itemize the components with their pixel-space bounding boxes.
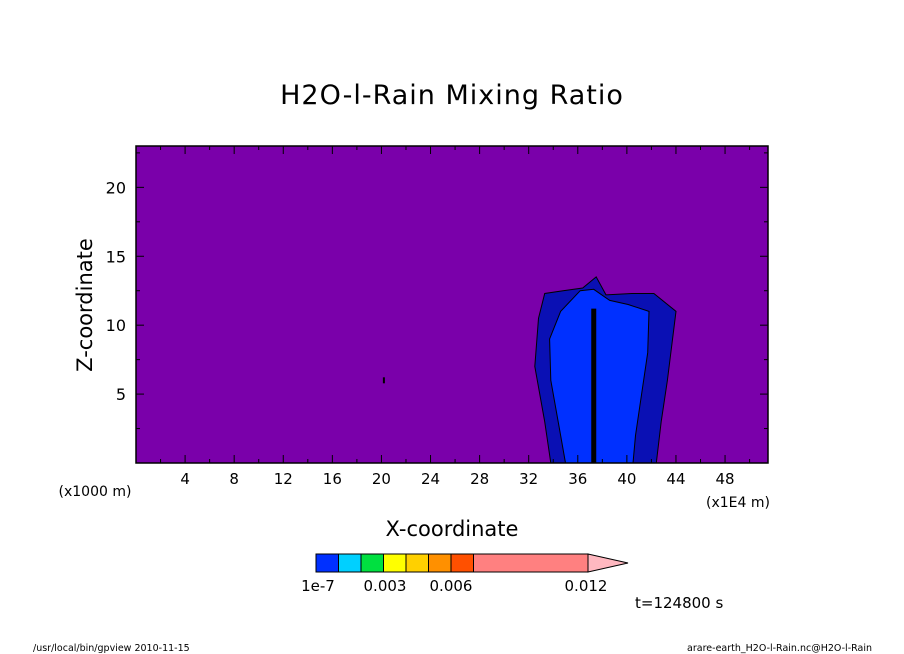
footer-left: /usr/local/bin/gpview 2010-11-15 [33, 643, 190, 654]
x-tick-label: 36 [568, 470, 587, 488]
colorbar-box [405, 553, 429, 573]
rain-region-2 [549, 288, 650, 464]
colorbar-box-top-level [473, 553, 589, 573]
x-tick-label: 20 [372, 470, 391, 488]
x-tick-label: 32 [519, 470, 538, 488]
y-unit-note: (x1000 m) [59, 484, 132, 500]
footer-right: arare-earth_H2O-l-Rain.nc@H2O-l-Rain [687, 643, 872, 654]
colorbar-extension [587, 553, 629, 573]
colorbar-box [360, 553, 384, 573]
y-tick-label: 5 [116, 385, 126, 404]
colorbar-box [338, 553, 362, 573]
central-rain-shaft [591, 308, 597, 463]
y-tick-label: 15 [106, 247, 126, 266]
colorbar-tick-label: 0.003 [364, 577, 407, 595]
y-axis-label: Z-coordinate [73, 238, 97, 372]
time-annotation: t=124800 s [635, 594, 723, 612]
colorbar-tick-label: 1e-7 [301, 577, 335, 595]
plot-frame [135, 145, 769, 464]
colorbar-tick-label: 0.012 [565, 577, 608, 595]
x-tick-label: 4 [180, 470, 190, 488]
x-unit-note: (x1E4 m) [706, 495, 770, 511]
x-tick-label: 12 [274, 470, 293, 488]
x-tick-label: 48 [716, 470, 735, 488]
colorbar-tick-label: 0.006 [430, 577, 473, 595]
chart-title: H2O-l-Rain Mixing Ratio [280, 80, 624, 111]
y-tick-label: 10 [106, 316, 126, 335]
x-tick-label: 16 [323, 470, 342, 488]
colorbar: 1e-7 0.003 0.006 0.012 [301, 553, 629, 595]
plot-background [136, 146, 768, 463]
colorbar-box [315, 553, 339, 573]
colorbar-box [383, 553, 407, 573]
y-tick-label: 20 [106, 178, 126, 197]
x-tick-label: 8 [229, 470, 239, 488]
colorbar-box [450, 553, 474, 573]
x-tick-label: 40 [617, 470, 636, 488]
x-tick-label: 28 [470, 470, 489, 488]
x-tick-label: 44 [666, 470, 685, 488]
colorbar-box [428, 553, 452, 573]
x-tick-label: 24 [421, 470, 440, 488]
x-axis-label: X-coordinate [386, 517, 519, 541]
isolated-point [382, 377, 385, 384]
